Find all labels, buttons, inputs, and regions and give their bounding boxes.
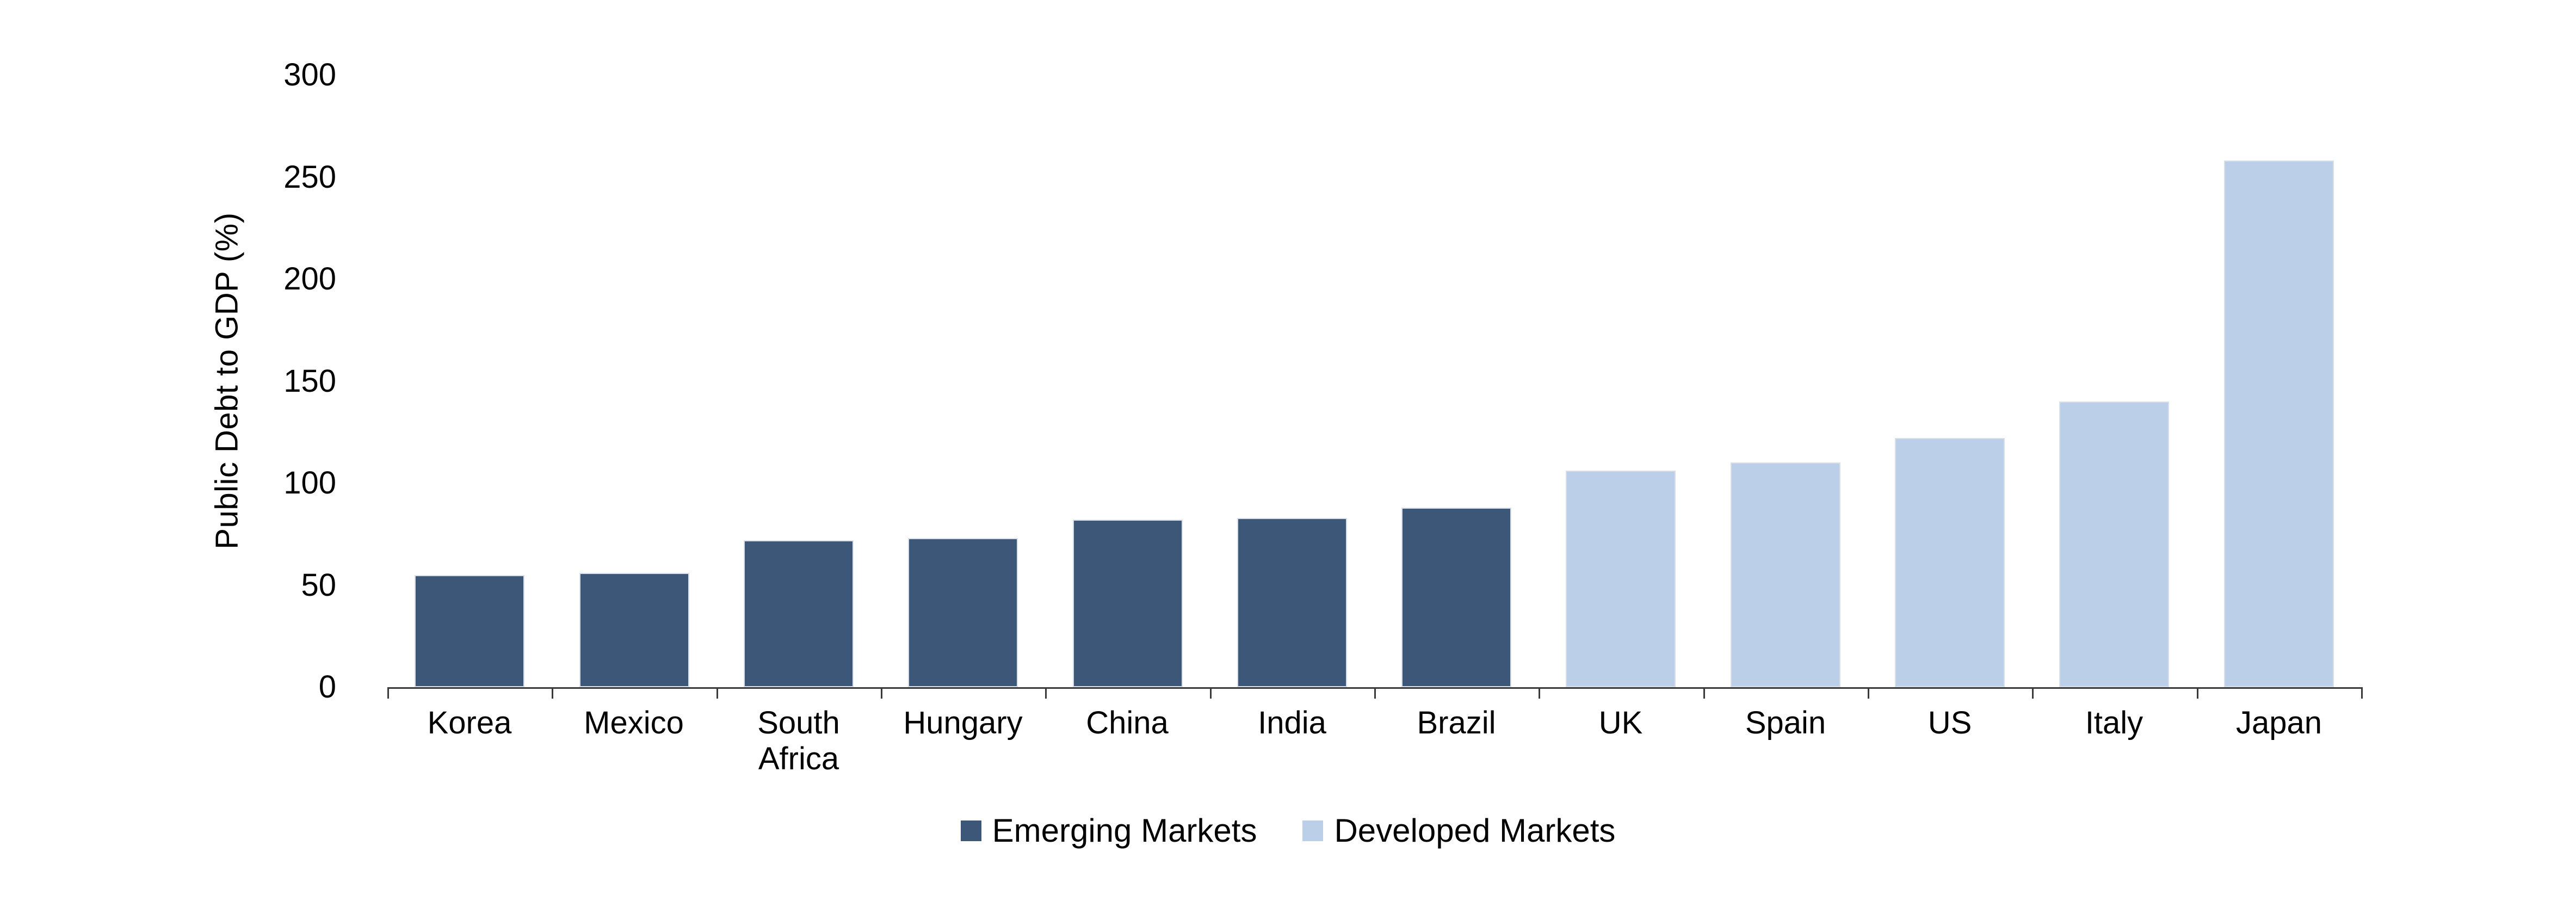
x-category-label-us: US — [1928, 705, 1972, 741]
x-category-label-hungary: Hungary — [903, 705, 1023, 741]
x-axis-tick — [1045, 687, 1047, 699]
y-tick-label-300: 300 — [283, 57, 336, 92]
bar-japan — [2224, 161, 2334, 687]
bar-hungary — [908, 538, 1018, 687]
x-axis-tick — [1210, 687, 1212, 699]
y-tick-label-250: 250 — [283, 159, 336, 195]
y-tick-label-200: 200 — [283, 261, 336, 297]
x-axis-tick — [716, 687, 718, 699]
x-axis-tick — [387, 687, 389, 699]
x-category-label-japan: Japan — [2235, 705, 2322, 741]
y-tick-label-150: 150 — [283, 363, 336, 399]
legend-label-developed-markets: Developed Markets — [1334, 812, 1616, 849]
x-axis-tick — [1374, 687, 1376, 699]
x-axis-tick — [552, 687, 553, 699]
bar-italy — [2059, 402, 2169, 687]
x-axis-tick — [2361, 687, 2363, 699]
y-tick-label-100: 100 — [283, 465, 336, 501]
x-category-label-south-africa: South Africa — [757, 705, 840, 776]
x-category-label-italy: Italy — [2085, 705, 2143, 741]
x-category-label-uk: UK — [1598, 705, 1643, 741]
x-category-label-brazil: Brazil — [1417, 705, 1496, 741]
bar-south-africa — [744, 540, 854, 687]
bar-china — [1073, 520, 1183, 687]
legend-swatch-developed-markets — [1302, 820, 1324, 841]
bar-spain — [1731, 462, 1840, 687]
bar-brazil — [1401, 508, 1511, 687]
y-tick-label-50: 50 — [301, 567, 336, 603]
bar-korea — [415, 575, 524, 687]
bar-uk — [1566, 471, 1676, 687]
y-tick-label-0: 0 — [318, 669, 336, 705]
x-axis-tick — [1703, 687, 1705, 699]
legend-item-developed: Developed Markets — [1302, 812, 1615, 849]
legend: Emerging Markets Developed Markets — [0, 812, 2576, 849]
bar-us — [1895, 438, 2005, 687]
x-category-label-korea: Korea — [427, 705, 512, 741]
x-axis-tick — [2197, 687, 2198, 699]
x-axis-tick — [2032, 687, 2034, 699]
x-category-label-india: India — [1258, 705, 1326, 741]
bar-india — [1237, 518, 1347, 687]
x-axis-tick — [881, 687, 882, 699]
x-axis-tick — [1539, 687, 1540, 699]
x-axis-tick — [1868, 687, 1869, 699]
legend-label-emerging-markets: Emerging Markets — [992, 812, 1257, 849]
x-category-label-mexico: Mexico — [584, 705, 684, 741]
x-category-label-spain: Spain — [1745, 705, 1826, 741]
legend-swatch-emerging-markets — [960, 820, 981, 841]
bar-mexico — [579, 573, 689, 687]
x-category-label-china: China — [1086, 705, 1169, 741]
legend-item-emerging: Emerging Markets — [960, 812, 1257, 849]
